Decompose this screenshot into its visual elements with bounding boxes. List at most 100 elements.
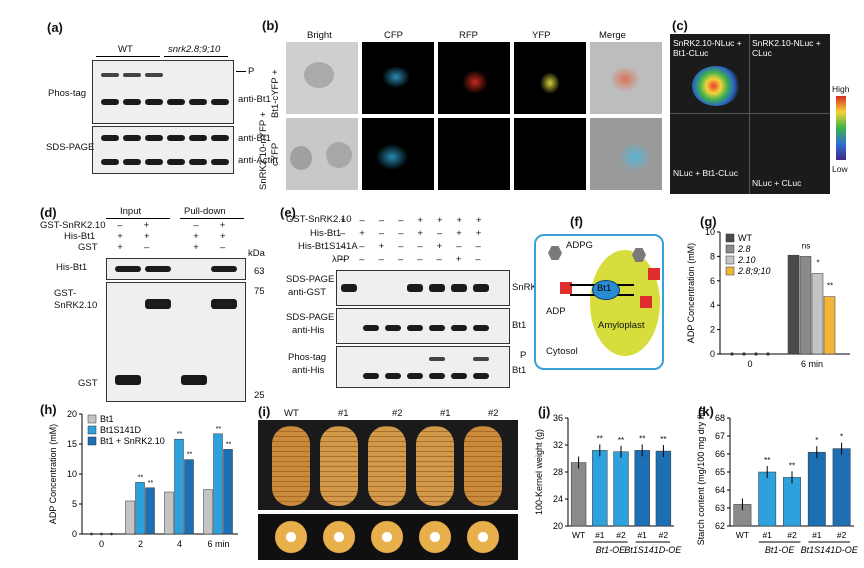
x-tick-label: 2 (138, 539, 143, 549)
bright-image-top (286, 42, 358, 114)
data-point (754, 352, 758, 356)
bar (783, 477, 801, 527)
significance-label: ** (660, 435, 666, 444)
ear-1-label: #1 (338, 408, 349, 419)
phos-tag-blot (92, 60, 234, 124)
group-label: Bt1S141D-OE (624, 545, 682, 555)
scale-low-label: Low (832, 164, 848, 174)
bright-image-bottom (286, 118, 358, 190)
rfp-image-top (438, 42, 510, 114)
x-tick-label: #2 (837, 530, 847, 540)
significance-label: ** (597, 434, 603, 443)
bar (832, 448, 851, 527)
panel-a-label: (a) (47, 20, 63, 35)
marker-25: 25 (254, 390, 265, 401)
colorscale-bar (836, 96, 846, 160)
group-label: Bt1-OE (765, 545, 796, 555)
e-blot-phos (336, 346, 510, 388)
cfp-image-top (362, 42, 434, 114)
e-row-2: His-Bt1 (310, 228, 342, 239)
e-right-p: P (520, 350, 527, 361)
y-tick-label: 68 (715, 413, 725, 423)
x-tick-label: 0 (99, 539, 104, 549)
luc-q1-label: SnRK2.10-NLuc + Bt1-CLuc (673, 38, 742, 58)
y-tick-label: 62 (715, 521, 725, 531)
significance-label: * (840, 433, 843, 442)
col-merge: Merge (599, 30, 626, 41)
y-tick-label: 8 (710, 251, 715, 261)
y-tick-label: 20 (67, 409, 77, 419)
bar (592, 450, 608, 527)
y-tick-label: 28 (553, 467, 563, 477)
bar (787, 254, 800, 355)
mutant-underline (164, 56, 228, 57)
e-phos: Phos-tag (288, 352, 327, 363)
bar (823, 296, 836, 355)
significance-label: * (816, 258, 819, 267)
anti-bt1-label-2: anti-Bt1 (238, 133, 271, 144)
group-label: Bt1S141D-OE (801, 545, 859, 555)
e-signs: +–––++++ –+––+–++ ––+––+–– ––––––+– (340, 215, 496, 265)
significance-label: ** (789, 461, 795, 470)
y-axis-label: Starch content (mg/100 mg dry flour) (696, 408, 706, 545)
panel-i-label: (i) (258, 404, 271, 419)
marker-75: 75 (254, 286, 265, 297)
bt1-label-f: Bt1 (597, 283, 612, 294)
data-point (730, 352, 734, 356)
adp-label: ADP (546, 306, 566, 317)
y-tick-label: 10 (67, 469, 77, 479)
d-signs-2: – + + + + – (188, 220, 226, 253)
amyloplast-label: Amyloplast (598, 320, 645, 331)
row-top-label: Bt1-cYFP + (270, 69, 281, 118)
x-tick-label: #2 (659, 530, 669, 540)
legend-label: WT (738, 233, 752, 243)
x-tick-label: 6 min (207, 539, 229, 549)
chart-h: 0 5 10 15 20 ADP Concentration (mM) 0 ** ** 2 ** **… (48, 409, 238, 549)
y-axis-label: 100-Kernel weight (g) (534, 429, 544, 515)
ear-wt-label: WT (284, 408, 299, 419)
merge-image-top (590, 42, 662, 114)
x-tick-label: #1 (762, 530, 772, 540)
y-tick-label: 67 (715, 431, 725, 441)
y-axis-label: ADP Concentration (mM) (48, 424, 58, 524)
data-point (90, 532, 93, 536)
e-sds-1: SDS-PAGE (286, 274, 335, 285)
y-tick-label: 36 (553, 413, 563, 423)
row-bottom-label: cYFP (270, 142, 281, 166)
p-label-a: P (248, 66, 255, 77)
data-point (742, 352, 746, 356)
y-tick-label: 0 (710, 349, 715, 359)
legend-swatch (87, 414, 97, 424)
yfp-image-bottom (514, 118, 586, 190)
ear-3-label: #1 (440, 408, 451, 419)
legend-label: 2.8 (737, 244, 751, 254)
bar (184, 459, 194, 535)
marker-63: 63 (254, 266, 265, 277)
y-tick-label: 15 (67, 439, 77, 449)
y-tick-label: 24 (553, 494, 563, 504)
d-row-his-bt1: His-Bt1 (64, 231, 96, 242)
x-tick-label: #1 (637, 530, 647, 540)
legend-swatch (725, 244, 735, 254)
e-ab-1: anti-GST (288, 287, 327, 298)
bar (164, 491, 174, 535)
chart-j: 20 24 28 32 36 100-Kernel weight (g) WT ** #1 ** #… (534, 413, 682, 555)
bar (213, 433, 223, 535)
y-tick-label: 65 (715, 467, 725, 477)
bar (145, 487, 155, 535)
x-tick-label: WT (572, 530, 585, 540)
luciferase-image (670, 34, 830, 194)
e-blot-gst (336, 270, 510, 306)
d-signs: – + + + + – (112, 220, 150, 253)
his-bt1-band-label: His-Bt1 (56, 262, 88, 273)
pulldown-underline (180, 218, 244, 219)
e-blot-his (336, 308, 510, 344)
adp-square-icon (560, 282, 572, 294)
significance-label: ** (177, 431, 183, 438)
e-right-bt1-2: Bt1 (512, 365, 527, 376)
luc-q4-label: NLuc + CLuc (752, 178, 802, 188)
x-tick-label: 6 min (801, 359, 823, 369)
p-arrow-a (236, 71, 246, 72)
adpg-hexagon-icon (548, 246, 562, 260)
